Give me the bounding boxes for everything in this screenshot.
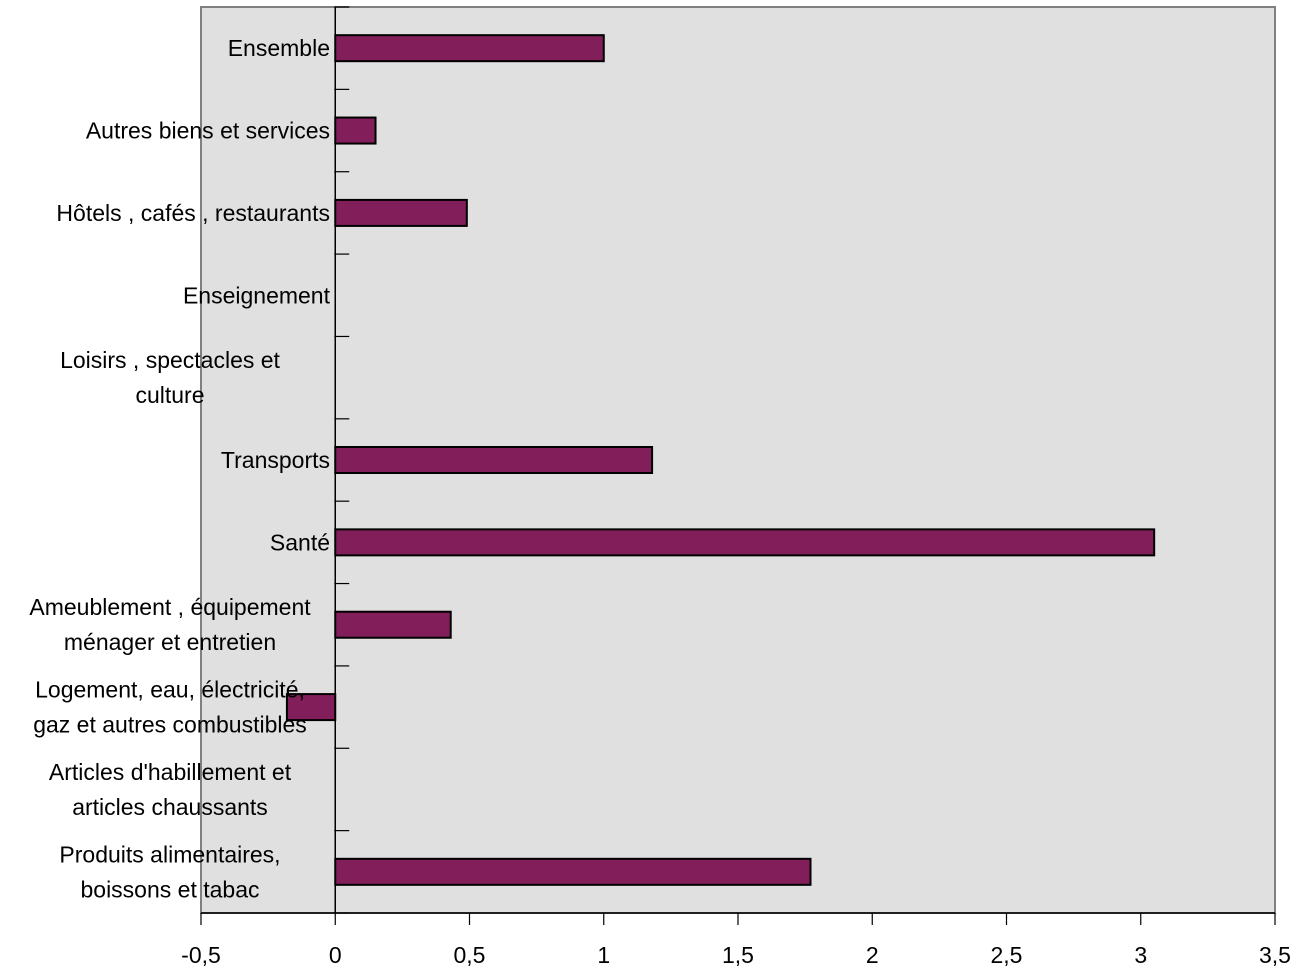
category-label: culture	[135, 382, 204, 408]
bar	[334, 116, 377, 145]
x-tick-label: 0	[329, 942, 342, 968]
category-label: Ensemble	[228, 35, 330, 61]
x-tick-label: -0,5	[181, 942, 221, 968]
category-label: articles chaussants	[72, 794, 268, 820]
x-tick-label: 2,5	[991, 942, 1023, 968]
bar	[334, 528, 1156, 557]
category-label: Loisirs , spectacles et	[60, 347, 280, 373]
category-label: boissons et tabac	[80, 876, 259, 902]
x-tick-label: 1	[597, 942, 610, 968]
x-tick-label: 0,5	[454, 942, 486, 968]
category-label: Hôtels , cafés , restaurants	[56, 200, 330, 226]
bar	[334, 446, 654, 474]
category-label: Produits alimentaires,	[59, 841, 280, 867]
bar	[334, 34, 605, 63]
category-label: gaz et autres combustibles	[33, 712, 307, 738]
x-tick-label: 1,5	[722, 942, 754, 968]
bar	[285, 693, 337, 722]
category-label: Enseignement	[183, 282, 331, 308]
bar	[334, 610, 452, 639]
bar	[334, 857, 812, 886]
category-label: Articles d'habillement et	[49, 759, 292, 785]
bar	[334, 198, 468, 227]
x-tick-label: 3	[1134, 942, 1147, 968]
category-label: ménager et entretien	[64, 629, 276, 655]
category-label: Santé	[270, 529, 330, 555]
category-label: Autres biens et services	[86, 118, 330, 144]
category-label: Logement, eau, électricité,	[35, 677, 305, 703]
category-label: Ameublement , équipement	[29, 594, 311, 620]
category-label: Transports	[221, 447, 330, 473]
x-tick-label: 3,5	[1259, 942, 1291, 968]
x-tick-label: 2	[866, 942, 879, 968]
